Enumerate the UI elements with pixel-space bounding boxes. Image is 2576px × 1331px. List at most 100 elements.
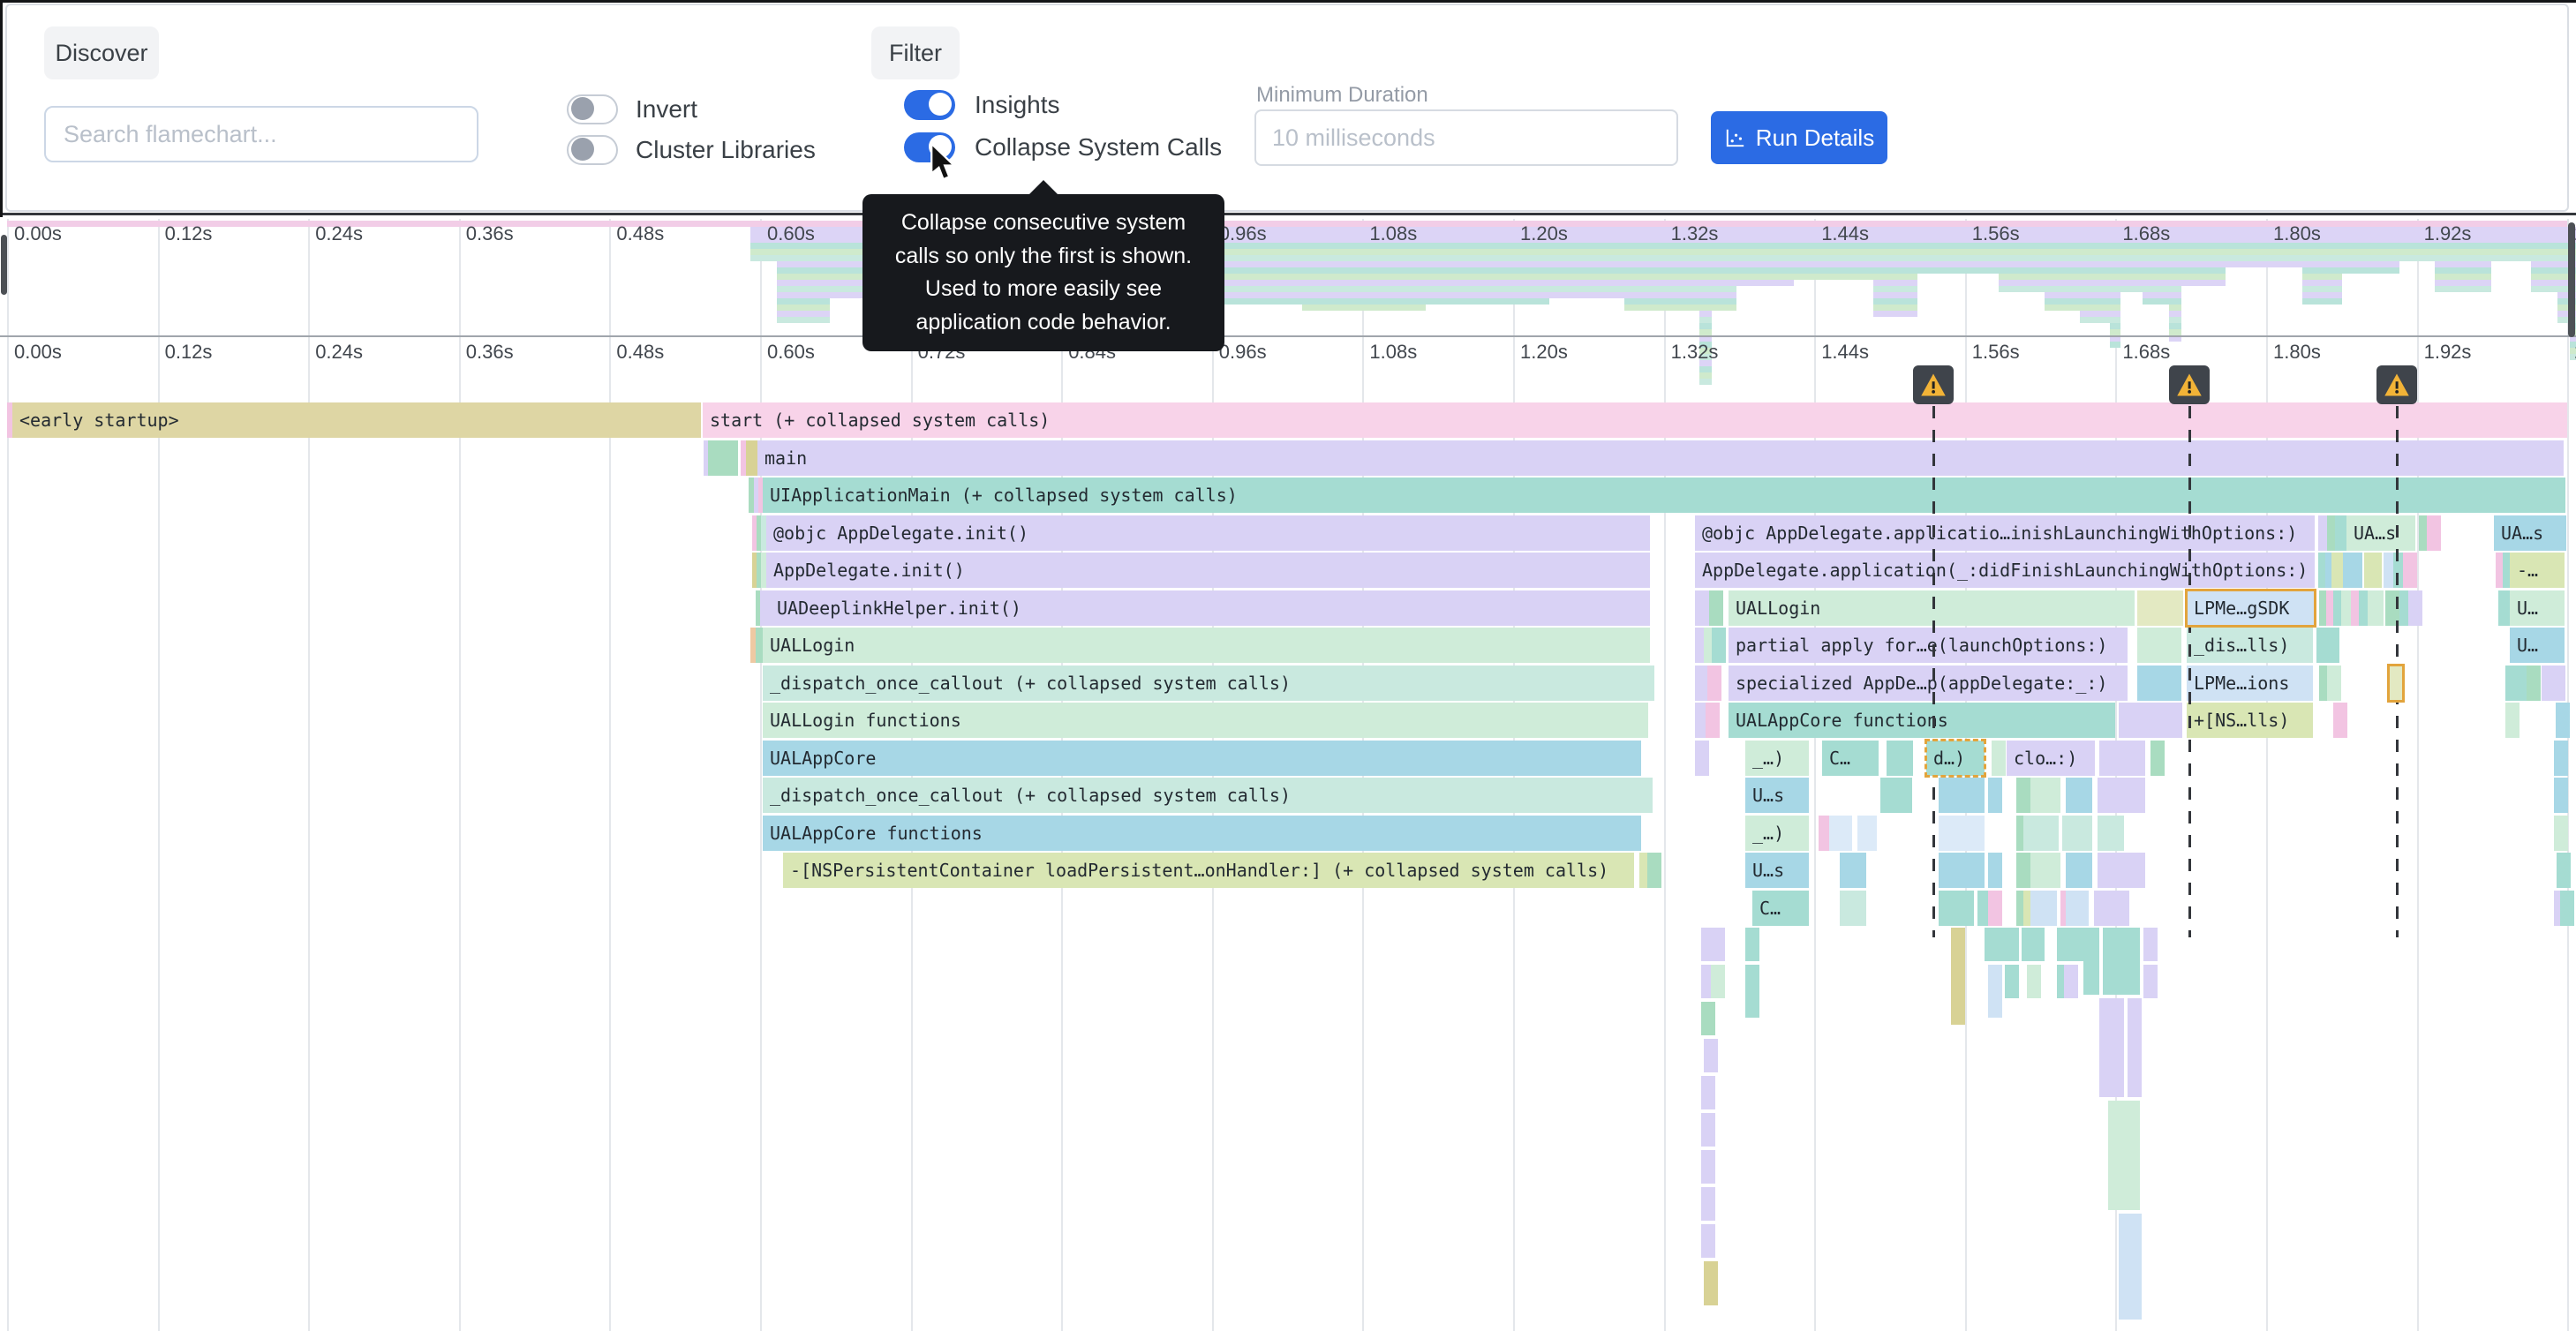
flame-block-sliver[interactable] (1695, 740, 1709, 776)
flame-block-sliver[interactable] (2505, 703, 2520, 738)
flame-block[interactable]: _…) (1745, 815, 1809, 851)
flame-block[interactable]: UALLogin (763, 628, 1650, 663)
flame-block-sliver[interactable] (2066, 778, 2092, 813)
flame-block[interactable]: U…s (1745, 853, 1809, 888)
flame-block-sliver[interactable] (708, 440, 738, 476)
flame-block-sliver[interactable] (2560, 890, 2574, 926)
flame-block-sliver[interactable] (2554, 778, 2568, 813)
flame-block[interactable]: @objc AppDelegate.applicatio…inishLaunch… (1695, 515, 2315, 551)
flame-block-sliver[interactable] (1939, 778, 1985, 813)
flame-block-sliver[interactable] (1711, 965, 1725, 998)
flame-block-sliver[interactable] (1701, 1002, 1715, 1035)
flame-block-sliver[interactable] (1704, 1039, 1718, 1072)
flame-block-sliver[interactable] (2030, 890, 2057, 926)
flame-block[interactable]: AppDelegate.init() (766, 553, 1650, 588)
flame-block[interactable]: C… (1752, 890, 1809, 926)
flame-block[interactable]: d…) (1924, 738, 1986, 778)
flame-block-sliver[interactable] (1951, 928, 1965, 1025)
cluster-libraries-toggle[interactable] (567, 135, 618, 165)
warning-marker[interactable] (2169, 365, 2210, 404)
flame-block-sliver[interactable] (1893, 778, 1912, 813)
flame-block-sliver[interactable] (2498, 590, 2512, 626)
flame-block-sliver[interactable] (2527, 665, 2541, 701)
flame-block-sliver[interactable] (2364, 553, 2382, 588)
flame-block-sliver[interactable] (2427, 515, 2441, 551)
flame-block-sliver[interactable] (1939, 815, 1985, 851)
flame-block-sliver[interactable] (1939, 890, 1974, 926)
flame-block[interactable]: partial apply for…e(launchOptions:) (1729, 628, 2128, 663)
flame-block-sliver[interactable] (2556, 703, 2570, 738)
flame-block-sliver[interactable] (1840, 890, 1854, 926)
flame-block[interactable]: _dispatch_once_callout (+ collapsed syst… (763, 665, 1654, 701)
warning-marker[interactable] (1913, 365, 1954, 404)
flame-block-sliver[interactable] (1840, 853, 1866, 888)
flame-block-sliver[interactable] (1695, 590, 1709, 626)
flame-block-sliver[interactable] (2343, 553, 2362, 588)
flame-block-sliver[interactable] (1939, 853, 1985, 888)
flame-block-sliver[interactable] (2137, 665, 2181, 701)
flame-block[interactable]: U… (2510, 628, 2565, 663)
flame-block-sliver[interactable] (1852, 890, 1866, 926)
flame-block-sliver[interactable] (2557, 853, 2571, 888)
flame-block-sliver[interactable] (2554, 815, 2568, 851)
flame-block-sliver[interactable] (2128, 998, 2142, 1097)
flame-block[interactable]: LPMe…ions (2187, 665, 2313, 701)
flame-block-sliver[interactable] (2387, 663, 2405, 703)
flame-block[interactable]: -[NSPersistentContainer loadPersistent…o… (783, 853, 1634, 888)
flame-block-sliver[interactable] (1988, 890, 2002, 926)
flame-block-sliver[interactable] (1992, 740, 2006, 776)
flame-block[interactable]: +[NS…lls) (2187, 703, 2313, 738)
flame-block-sliver[interactable] (2103, 928, 2140, 995)
flame-block[interactable]: LPMe…gSDK (2185, 588, 2316, 628)
flame-block[interactable]: clo…:) (2007, 740, 2095, 776)
flame-block[interactable]: -… (2510, 553, 2565, 588)
flame-block-sliver[interactable] (1712, 628, 1726, 663)
flame-block-sliver[interactable] (1709, 590, 1723, 626)
flame-block-sliver[interactable] (1701, 1113, 1715, 1147)
flame-block-sliver[interactable] (2331, 553, 2346, 588)
flame-block-sliver[interactable] (2335, 515, 2349, 551)
flame-block-sliver[interactable] (2333, 703, 2347, 738)
flame-block-sliver[interactable] (1701, 1224, 1715, 1258)
flame-block[interactable]: C… (1822, 740, 1879, 776)
flame-block-sliver[interactable] (2030, 853, 2060, 888)
warning-marker[interactable] (2376, 365, 2417, 404)
flame-block-sliver[interactable] (1745, 965, 1759, 1018)
flame-block-sliver[interactable] (2542, 665, 2565, 701)
minimum-duration-input[interactable] (1254, 109, 1678, 166)
flame-block[interactable]: UALLogin functions (763, 703, 1648, 738)
flame-block-sliver[interactable] (2108, 1101, 2140, 1210)
flame-block-sliver[interactable] (1701, 1076, 1715, 1109)
invert-toggle[interactable] (567, 94, 618, 124)
flame-block[interactable]: UADeeplinkHelper.init() (770, 590, 1650, 626)
flame-block-sliver[interactable] (1988, 853, 2002, 888)
collapse-system-calls-toggle[interactable] (904, 132, 955, 162)
flame-block-sliver[interactable] (746, 440, 760, 476)
flame-block-sliver[interactable] (1695, 665, 1709, 701)
flame-block-sliver[interactable] (1745, 928, 1759, 961)
flame-block-sliver[interactable] (2143, 928, 2158, 961)
flame-block[interactable]: AppDelegate.application(_:didFinishLaunc… (1695, 553, 2315, 588)
flame-block-sliver[interactable] (2368, 590, 2384, 626)
flame-block-sliver[interactable] (2099, 740, 2145, 776)
flame-block-sliver[interactable] (1701, 1187, 1715, 1221)
insights-toggle[interactable] (904, 90, 955, 120)
flame-block-sliver[interactable] (1647, 853, 1661, 888)
discover-button[interactable]: Discover (44, 26, 159, 79)
flame-block-sliver[interactable] (1701, 1150, 1715, 1184)
flame-block[interactable]: @objc AppDelegate.init() (766, 515, 1650, 551)
flame-block-sliver[interactable] (2325, 628, 2339, 663)
flame-block-sliver[interactable] (2066, 890, 2089, 926)
flame-block-sliver[interactable] (2030, 778, 2060, 813)
flame-block-sliver[interactable] (2023, 815, 2059, 851)
flame-block-sliver[interactable] (1880, 778, 1894, 813)
flame-block-sliver[interactable] (2554, 740, 2568, 776)
flame-block[interactable]: UALLogin (1729, 590, 2135, 626)
flame-block[interactable]: specialized AppDe…p(appDelegate:_:) (1729, 665, 2128, 701)
flame-block-sliver[interactable] (2062, 815, 2092, 851)
flame-block-sliver[interactable] (2098, 778, 2145, 813)
run-details-button[interactable]: Run Details (1711, 111, 1887, 164)
flame-block-sliver[interactable] (1992, 928, 2006, 961)
flame-block[interactable]: U…s (1745, 778, 1809, 813)
flame-block-sliver[interactable] (2094, 890, 2129, 926)
